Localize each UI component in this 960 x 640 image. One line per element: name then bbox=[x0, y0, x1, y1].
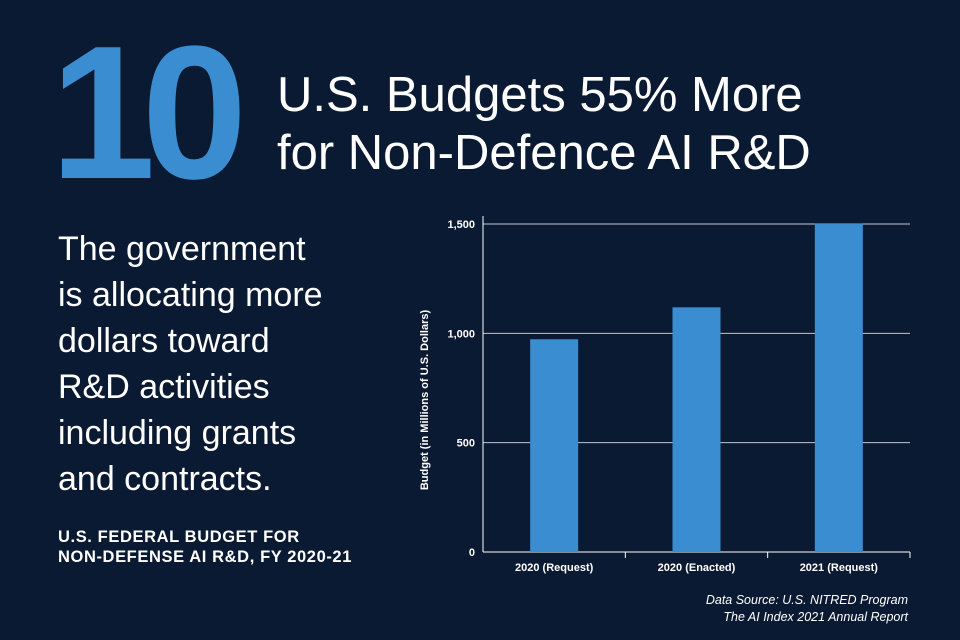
body-line: is allocating more bbox=[58, 276, 323, 314]
source-line-1: Data Source: U.S. NITRED Program bbox=[705, 593, 908, 607]
bar bbox=[672, 307, 721, 552]
caption-line-2: NON-DEFENSE AI R&D, FY 2020-21 bbox=[58, 548, 352, 566]
body-line: The government bbox=[58, 230, 306, 268]
y-tick-label: 500 bbox=[457, 438, 475, 450]
x-tick-label: 2021 (Request) bbox=[800, 562, 879, 574]
headline-line-1: U.S. Budgets 55% More bbox=[277, 68, 803, 122]
y-axis-label: Budget (in Millions of U.S. Dollars) bbox=[419, 310, 431, 491]
headline: U.S. Budgets 55% More for Non-Defence AI… bbox=[277, 66, 957, 182]
chart-caption: U.S. FEDERAL BUDGET FOR NON-DEFENSE AI R… bbox=[58, 527, 352, 567]
body-line: dollars toward bbox=[58, 322, 270, 360]
hero-number: 10 bbox=[50, 7, 247, 219]
bar bbox=[814, 223, 863, 552]
y-tick-label: 1,000 bbox=[447, 328, 475, 340]
x-tick-label: 2020 (Enacted) bbox=[658, 562, 736, 574]
headline-line-2: for Non-Defence AI R&D bbox=[277, 126, 811, 180]
body-copy: The government is allocating more dollar… bbox=[58, 226, 378, 502]
y-tick-label: 0 bbox=[469, 547, 475, 559]
body-line: including grants bbox=[58, 414, 297, 452]
body-line: and contracts. bbox=[58, 460, 272, 498]
y-tick-label: 1,500 bbox=[447, 219, 475, 231]
source-line-2: The AI Index 2021 Annual Report bbox=[723, 610, 908, 624]
data-source: Data Source: U.S. NITRED Program The AI … bbox=[706, 592, 908, 626]
body-line: R&D activities bbox=[58, 368, 270, 406]
budget-bar-chart: 0 500 1,000 1,500 2020 (Request) 2020 (Enacte… bbox=[419, 216, 911, 574]
caption-line-1: U.S. FEDERAL BUDGET FOR bbox=[58, 528, 300, 546]
x-tick-label: 2020 (Request) bbox=[515, 562, 594, 574]
bar bbox=[530, 339, 579, 552]
